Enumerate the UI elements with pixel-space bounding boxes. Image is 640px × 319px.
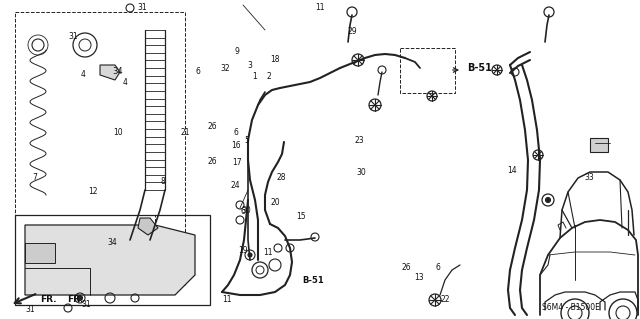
Text: 23: 23 <box>355 136 365 145</box>
Text: 12: 12 <box>88 187 97 196</box>
Polygon shape <box>100 65 120 80</box>
Bar <box>590 138 608 152</box>
Text: 7: 7 <box>33 173 38 182</box>
Text: 31: 31 <box>81 300 92 309</box>
Circle shape <box>77 295 83 300</box>
Text: 4: 4 <box>122 78 127 87</box>
Text: 16: 16 <box>230 141 241 150</box>
Text: 15: 15 <box>296 212 306 221</box>
Text: 2: 2 <box>266 72 271 81</box>
Text: 21: 21 <box>181 128 190 137</box>
Text: 26: 26 <box>401 263 412 272</box>
Text: 28: 28 <box>277 173 286 182</box>
Text: 31: 31 <box>25 306 35 315</box>
Text: 31: 31 <box>68 32 79 41</box>
Text: 33: 33 <box>584 173 594 182</box>
Text: 11: 11 <box>316 4 324 12</box>
Text: 11: 11 <box>223 295 232 304</box>
Text: 13: 13 <box>414 273 424 282</box>
Text: B-51: B-51 <box>468 63 492 73</box>
Bar <box>400 48 455 93</box>
Text: 9: 9 <box>234 47 239 56</box>
Text: 10: 10 <box>113 128 124 137</box>
Text: FR.: FR. <box>67 295 83 305</box>
Text: 26: 26 <box>207 157 218 166</box>
Text: 19: 19 <box>238 246 248 255</box>
Text: 4: 4 <box>81 70 86 79</box>
Text: 17: 17 <box>232 158 242 167</box>
Polygon shape <box>25 225 195 295</box>
Text: 8: 8 <box>161 177 166 186</box>
Circle shape <box>545 197 550 203</box>
Text: 30: 30 <box>241 206 252 215</box>
Text: 6: 6 <box>436 263 441 272</box>
Text: 14: 14 <box>507 166 517 175</box>
Text: 18: 18 <box>271 55 280 63</box>
Text: 29: 29 <box>347 27 357 36</box>
Text: 20: 20 <box>270 198 280 207</box>
Text: 34: 34 <box>107 238 117 247</box>
Text: 32: 32 <box>220 64 230 73</box>
Text: 31: 31 <box>137 4 147 12</box>
Text: 1: 1 <box>252 72 257 81</box>
Text: S6M4 - B1500E: S6M4 - B1500E <box>542 303 600 312</box>
Text: 26: 26 <box>207 122 218 130</box>
Text: 30: 30 <box>356 168 367 177</box>
Text: 6: 6 <box>196 67 201 76</box>
Text: 24: 24 <box>230 181 241 189</box>
Text: 11: 11 <box>263 248 272 256</box>
Bar <box>25 243 55 263</box>
Bar <box>15 215 210 305</box>
Text: 3: 3 <box>247 61 252 70</box>
Polygon shape <box>138 218 158 235</box>
Text: 34: 34 <box>113 68 124 77</box>
Circle shape <box>248 253 252 257</box>
Text: FR.: FR. <box>40 295 56 305</box>
Text: 6: 6 <box>233 128 238 137</box>
Text: B-51: B-51 <box>303 276 324 285</box>
Text: 6: 6 <box>241 207 245 217</box>
Text: 5: 5 <box>244 136 249 145</box>
Text: 22: 22 <box>440 295 449 304</box>
